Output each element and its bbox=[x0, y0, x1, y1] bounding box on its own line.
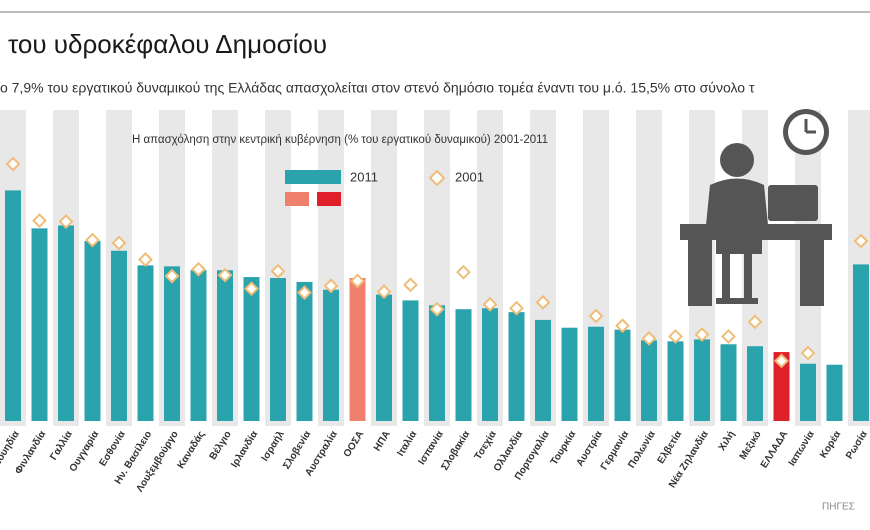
x-tick-label: Χιλή bbox=[717, 429, 738, 453]
x-tick-label: Ελβετία bbox=[656, 428, 685, 465]
marker bbox=[217, 267, 233, 283]
x-tick-label: Ιταλία bbox=[395, 428, 419, 458]
legend-swatch bbox=[285, 192, 309, 206]
x-tick-label: Βέλγιο bbox=[208, 429, 234, 462]
bar bbox=[508, 312, 525, 421]
bar bbox=[31, 228, 48, 421]
legend-label: 2011 bbox=[350, 169, 378, 184]
bar bbox=[84, 241, 101, 421]
bar bbox=[5, 190, 21, 421]
marker bbox=[270, 263, 286, 279]
subtitle: ο 7,9% του εργατικού δυναμικού της Ελλάδ… bbox=[0, 80, 755, 96]
bar bbox=[296, 281, 313, 421]
bar bbox=[217, 270, 233, 421]
x-tick-label: Κορέα bbox=[818, 428, 844, 460]
x-tick-label: Ισπανία bbox=[417, 428, 447, 466]
marker bbox=[403, 277, 418, 293]
marker bbox=[58, 214, 74, 229]
bar bbox=[747, 346, 763, 421]
marker bbox=[535, 294, 551, 310]
source: ΠΗΓΕΣ bbox=[822, 502, 855, 513]
x-tick-label: ΕΛΛΑΔΑ bbox=[759, 429, 790, 470]
bar bbox=[641, 340, 657, 421]
marker bbox=[376, 284, 392, 300]
x-tick-label: ΗΠΑ bbox=[372, 429, 393, 453]
marker bbox=[747, 314, 763, 330]
bar bbox=[853, 264, 869, 421]
x-tick-label: Γαλλία bbox=[48, 428, 75, 462]
bar bbox=[429, 305, 445, 421]
marker bbox=[164, 268, 180, 284]
bar bbox=[190, 270, 207, 421]
marker bbox=[297, 285, 312, 301]
illustration bbox=[680, 109, 832, 306]
marker bbox=[32, 213, 47, 228]
marker bbox=[244, 281, 259, 297]
chart-title: Η απασχόληση στην κεντρική κυβέρνηση (% … bbox=[132, 134, 548, 146]
bar bbox=[667, 341, 684, 421]
marker bbox=[85, 232, 100, 248]
bar bbox=[800, 363, 816, 421]
marker bbox=[774, 353, 789, 369]
marker bbox=[482, 296, 498, 312]
marker bbox=[5, 156, 21, 172]
bar bbox=[58, 225, 74, 421]
bar bbox=[164, 266, 180, 421]
marker bbox=[323, 278, 339, 294]
marker bbox=[668, 329, 683, 344]
bar bbox=[402, 300, 419, 421]
marker bbox=[853, 233, 869, 249]
bar bbox=[535, 319, 551, 421]
bar bbox=[826, 364, 843, 421]
bar bbox=[270, 278, 286, 421]
x-tick-label: Ιαπωνία bbox=[787, 428, 818, 468]
marker bbox=[138, 252, 153, 267]
x-tick-label: ΟΟΣΑ bbox=[342, 429, 367, 459]
bar bbox=[455, 309, 472, 421]
title: του υδροκέφαλου Δημοσίου bbox=[8, 29, 327, 59]
bar bbox=[561, 327, 578, 421]
marker bbox=[694, 327, 710, 342]
marker bbox=[191, 261, 206, 277]
marker bbox=[456, 264, 471, 280]
marker bbox=[509, 300, 524, 316]
x-tick-label: Ιρλανδία bbox=[229, 428, 261, 469]
bar bbox=[720, 344, 737, 421]
bar bbox=[111, 250, 127, 421]
x-tick-label: Μεξικό bbox=[738, 429, 764, 462]
x-tick-label: Ισραήλ bbox=[260, 429, 287, 464]
bar bbox=[376, 294, 392, 421]
marker bbox=[800, 345, 816, 361]
marker bbox=[429, 301, 445, 317]
bar bbox=[323, 289, 339, 421]
bar bbox=[137, 265, 154, 421]
marker bbox=[721, 329, 736, 344]
legend-swatch bbox=[317, 192, 341, 206]
bar bbox=[482, 308, 498, 421]
marker bbox=[350, 273, 365, 289]
marker bbox=[588, 308, 604, 324]
bar bbox=[773, 352, 790, 421]
legend-swatch bbox=[285, 170, 341, 184]
marker bbox=[641, 331, 657, 346]
bar bbox=[694, 339, 710, 421]
x-tick-label: Ρωσία bbox=[844, 428, 870, 461]
marker bbox=[615, 318, 630, 334]
legend-marker bbox=[428, 169, 446, 187]
bar bbox=[588, 326, 604, 421]
legend-label: 2001 bbox=[455, 169, 484, 184]
x-tick-label: Τσεχία bbox=[473, 428, 500, 461]
bar bbox=[614, 329, 631, 421]
x-tick-label: Πολωνία bbox=[626, 428, 658, 470]
bar bbox=[243, 277, 260, 421]
marker bbox=[111, 235, 127, 251]
legend: 2011 2001 bbox=[285, 169, 484, 206]
bar bbox=[349, 278, 366, 421]
